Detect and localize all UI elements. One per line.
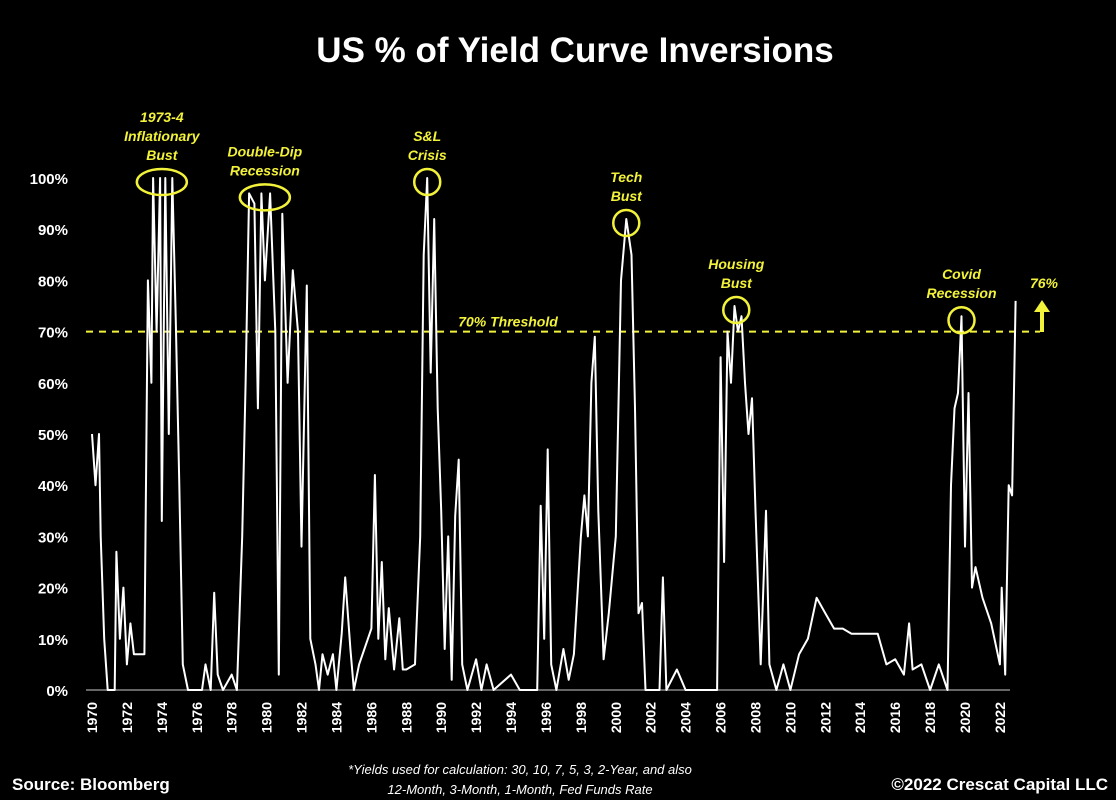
x-tick-label: 1990 (433, 702, 449, 733)
x-tick-label: 2022 (992, 702, 1008, 733)
y-axis: 0% 10% 20% 30% 40% 50% 60% 70% 80% 90% 100% (30, 171, 68, 700)
x-tick-label: 1982 (294, 702, 310, 733)
annotation-label: Bust (611, 188, 643, 204)
y-tick-label: 60% (38, 376, 68, 393)
annotation: Tech Bust (610, 169, 643, 238)
annotation: 1973-4 Inflationary Bust (124, 109, 201, 197)
footnote-line-1: *Yields used for calculation: 30, 10, 7,… (348, 762, 692, 777)
x-tick-label: 2016 (887, 702, 903, 733)
highlight-circle (722, 295, 751, 325)
y-tick-label: 0% (46, 683, 68, 700)
y-tick-label: 70% (38, 325, 68, 342)
y-tick-label: 30% (38, 529, 68, 546)
x-tick-label: 2002 (643, 702, 659, 733)
x-tick-label: 2020 (957, 702, 973, 733)
x-tick-label: 1986 (363, 702, 379, 733)
x-tick-label: 1978 (224, 702, 240, 733)
threshold-label: 70% Threshold (458, 314, 558, 330)
annotation: S&L Crisis (408, 128, 447, 197)
highlight-circle (238, 183, 292, 212)
x-tick-label: 1996 (538, 702, 554, 733)
annotation-label: Crisis (408, 147, 447, 163)
latest-value-label: 76% (1030, 275, 1059, 291)
copyright-label: ©2022 Crescat Capital LLC (891, 775, 1108, 794)
x-tick-label: 1976 (189, 702, 205, 733)
y-tick-label: 100% (30, 171, 68, 188)
x-tick-label: 1980 (259, 702, 275, 733)
highlight-circle (135, 167, 189, 197)
highlight-circle (412, 167, 442, 197)
x-tick-label: 2008 (747, 702, 763, 733)
x-tick-label: 2000 (608, 702, 624, 733)
y-tick-label: 20% (38, 581, 68, 598)
x-tick-label: 1972 (119, 702, 135, 733)
chart-title: US % of Yield Curve Inversions (316, 31, 833, 70)
y-tick-label: 40% (38, 478, 68, 495)
x-tick-label: 1988 (398, 702, 414, 733)
annotation: Double-Dip Recession (228, 143, 303, 212)
annotation-label: 1973-4 (140, 109, 184, 125)
highlight-circle (947, 305, 976, 335)
annotation-label: Inflationary (124, 128, 201, 144)
annotation-label: Bust (146, 147, 178, 163)
x-tick-label: 2014 (852, 702, 868, 733)
x-tick-label: 2006 (713, 702, 729, 733)
annotation-label: Bust (721, 275, 753, 291)
annotation-label: Tech (610, 169, 642, 185)
x-tick-label: 2012 (817, 702, 833, 733)
x-tick-label: 2004 (678, 702, 694, 733)
x-tick-label: 1994 (503, 702, 519, 733)
annotation-label: Recession (926, 285, 996, 301)
x-axis: 1970 1972 1974 1976 1978 1980 1982 1984 1986 1988… (84, 702, 1008, 733)
annotation-label: Housing (708, 256, 764, 272)
y-tick-label: 50% (38, 427, 68, 444)
x-tick-label: 1998 (573, 702, 589, 733)
up-arrow-icon (1034, 300, 1050, 332)
annotations: 1973-4 Inflationary Bust Double-Dip Recessio… (124, 109, 997, 335)
annotation-label: Double-Dip (228, 143, 303, 159)
annotation-label: Covid (942, 266, 981, 282)
y-tick-label: 80% (38, 273, 68, 290)
x-tick-label: 1970 (84, 702, 100, 733)
x-tick-label: 1992 (468, 702, 484, 733)
annotation-label: S&L (413, 128, 441, 144)
annotation-label: Recession (230, 162, 300, 178)
x-tick-label: 1984 (328, 702, 344, 733)
annotation: Housing Bust (708, 256, 765, 325)
x-tick-label: 1974 (154, 702, 170, 733)
x-tick-label: 2018 (922, 702, 938, 733)
series-line (91, 177, 1017, 691)
x-tick-label: 2010 (782, 702, 798, 733)
annotation: Covid Recession (926, 266, 997, 335)
source-label: Source: Bloomberg (12, 775, 170, 794)
footnote-line-2: 12-Month, 3-Month, 1-Month, Fed Funds Ra… (387, 782, 652, 797)
y-tick-label: 10% (38, 632, 68, 649)
y-tick-label: 90% (38, 222, 68, 239)
highlight-circle (612, 208, 641, 238)
